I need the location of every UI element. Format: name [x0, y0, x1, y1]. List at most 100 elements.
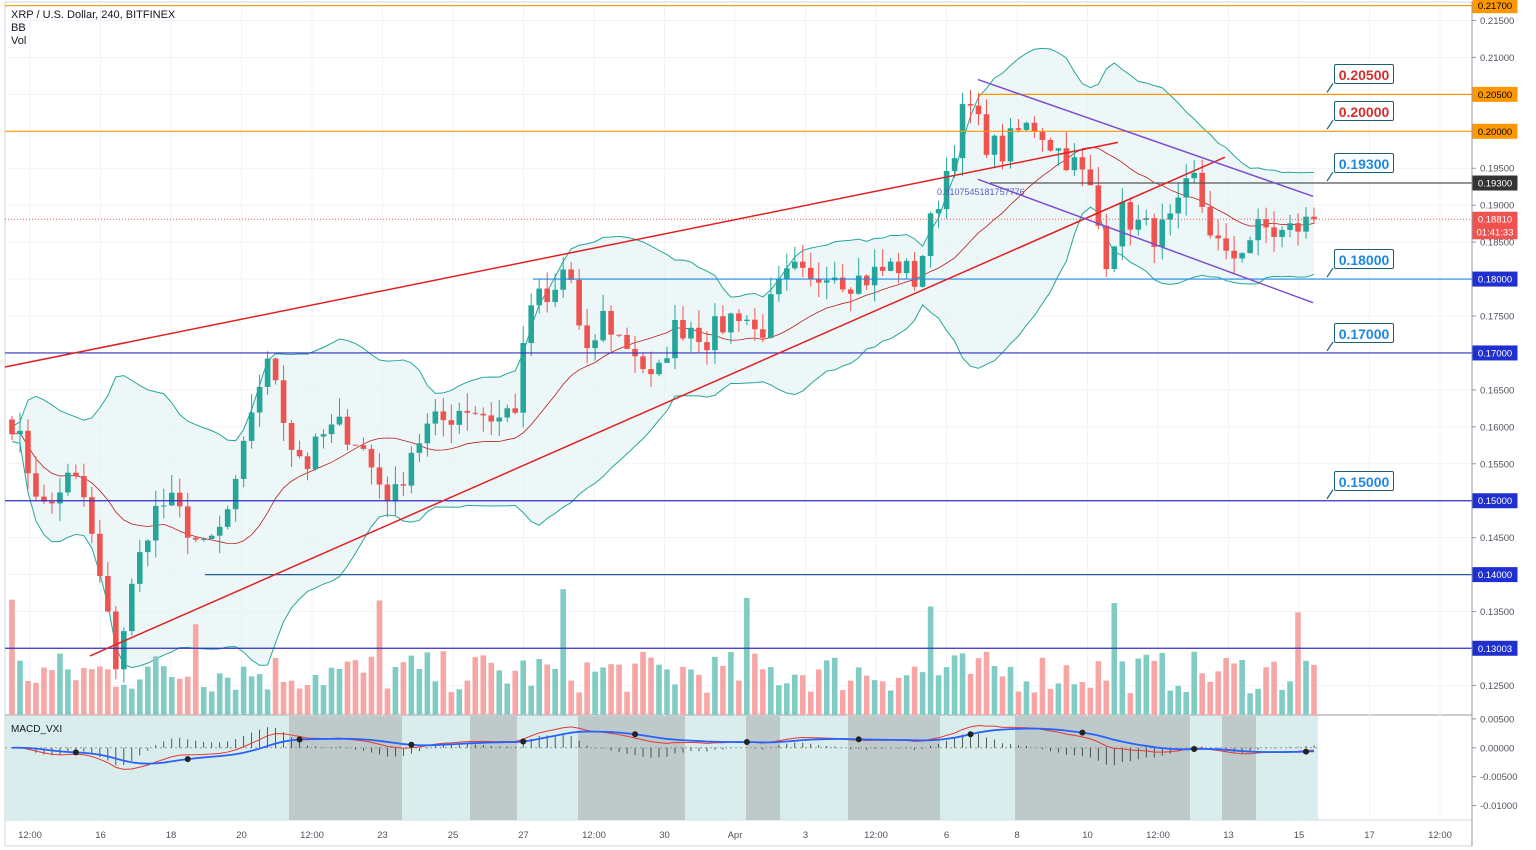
candle-body — [1135, 219, 1142, 230]
candle-body — [1215, 235, 1221, 239]
price-label-text: 01:41:33 — [1477, 227, 1514, 238]
candle-body — [336, 416, 343, 425]
candle-body — [424, 423, 431, 444]
volume-bar — [592, 671, 598, 715]
volume-bar — [49, 670, 55, 715]
volume-bar — [208, 691, 215, 715]
volume-bar — [967, 673, 974, 715]
volume-bar — [1079, 682, 1086, 715]
volume-bar — [680, 666, 686, 715]
volume-bar — [768, 667, 774, 715]
volume-bar — [81, 668, 87, 715]
price-label-box — [1472, 493, 1518, 509]
macd-cross-dot — [408, 741, 415, 748]
candle-body — [152, 505, 159, 541]
candle-body — [991, 135, 998, 155]
x-tick-label: 12:00 — [582, 830, 606, 841]
volume-bar — [1207, 681, 1213, 715]
candle-body — [1095, 185, 1102, 226]
candle-body — [815, 278, 822, 283]
volume-bar — [983, 651, 990, 715]
bb-basis — [11, 146, 1315, 545]
volume-bar — [1151, 660, 1158, 715]
volume-bar — [879, 681, 886, 715]
candle-body — [656, 362, 662, 375]
candle-body — [1151, 218, 1158, 247]
volume-bar — [536, 659, 542, 715]
volume-bar — [616, 664, 622, 715]
x-tick-label: 12:00 — [864, 830, 888, 841]
price-label-text: 0.15000 — [1478, 496, 1512, 507]
candle-body — [911, 260, 918, 287]
vol-indicator-label[interactable]: Vol — [11, 35, 27, 47]
level-tag[interactable]: 0.18000 — [1334, 249, 1394, 270]
macd-shade — [1222, 716, 1256, 820]
macd-cross-dot — [1079, 729, 1086, 736]
volume-bar — [129, 688, 135, 715]
candle-body — [664, 358, 670, 363]
candle-body — [49, 501, 55, 504]
trend-lines — [4, 78, 1314, 657]
candle-body — [192, 537, 199, 540]
volume-bar — [895, 677, 902, 715]
candle-body — [1255, 219, 1261, 241]
macd-tick-label: -0.00500 — [1480, 772, 1518, 783]
candle-body — [121, 631, 127, 670]
candle-body — [1031, 122, 1038, 132]
level-tag[interactable]: 0.17000 — [1334, 322, 1394, 343]
candle-body — [576, 279, 582, 326]
candle-body — [1103, 225, 1110, 270]
candle-body — [807, 267, 814, 279]
level-tag[interactable]: 0.20000 — [1334, 101, 1394, 122]
candle-body — [1111, 246, 1118, 270]
volume-bar — [1255, 688, 1261, 715]
level-tag[interactable]: 0.20500 — [1334, 64, 1394, 85]
volume-bar — [799, 675, 806, 715]
volume-bar — [1175, 685, 1182, 715]
volume-bar — [1303, 660, 1309, 715]
candle-body — [17, 430, 23, 435]
macd-indicator-label[interactable]: MACD_VXI — [11, 724, 63, 735]
tag-pointer — [1326, 119, 1334, 130]
candle-body — [400, 484, 407, 486]
candle-body — [760, 329, 766, 338]
macd-shade — [289, 716, 402, 820]
level-tag[interactable]: 0.19300 — [1334, 153, 1394, 174]
candle-body — [113, 611, 119, 670]
macd-shade — [848, 716, 940, 820]
candle-body — [1127, 202, 1134, 230]
candle-body — [137, 552, 143, 584]
candle-body — [232, 478, 239, 510]
volume-bar — [496, 670, 503, 715]
volume-bar — [839, 690, 846, 715]
candle-body — [240, 440, 247, 479]
level-tag[interactable]: 0.15000 — [1334, 470, 1394, 491]
volume-bar — [1039, 657, 1046, 715]
volume-bar — [216, 673, 223, 715]
candle-body — [376, 467, 383, 485]
volume-bar — [488, 662, 495, 715]
candle-body — [744, 319, 750, 322]
candle-body — [360, 445, 367, 449]
volume-bar — [256, 674, 263, 715]
candle-body — [200, 538, 207, 540]
volume-bar — [1199, 673, 1205, 715]
candle-body — [823, 280, 830, 283]
bb-indicator-label[interactable]: BB — [11, 22, 26, 34]
signal-line — [11, 727, 1315, 765]
candle-body — [792, 261, 798, 269]
volume-bar — [248, 676, 255, 715]
candle-body — [1295, 223, 1301, 232]
candle-body — [296, 449, 303, 457]
volume-bar — [456, 689, 463, 715]
candle-body — [512, 408, 519, 413]
candle-body — [927, 213, 934, 256]
volume-bar — [991, 665, 998, 715]
x-tick-label: 16 — [95, 830, 106, 841]
candle-body — [712, 316, 718, 351]
macd-tick-label: -0.01000 — [1480, 801, 1518, 812]
candle-body — [456, 410, 463, 425]
volume-bar — [280, 681, 287, 715]
x-tick-label: 15 — [1294, 830, 1305, 841]
